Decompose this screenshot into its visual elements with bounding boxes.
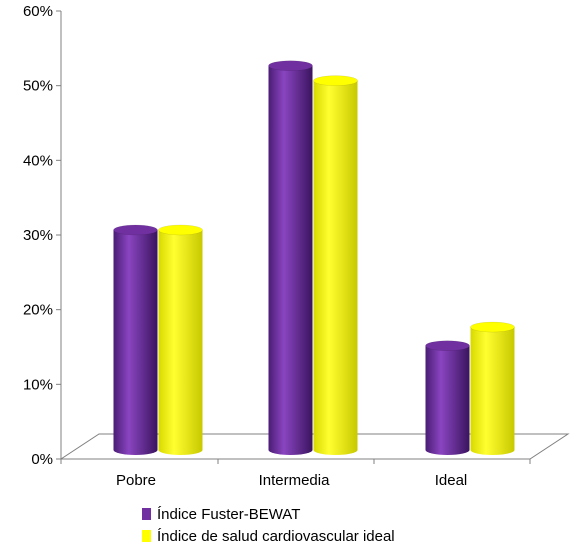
legend-item-series-0: Índice Fuster-BEWAT: [142, 503, 395, 525]
bar-top: [158, 224, 203, 236]
legend-swatch-series-0: [142, 508, 151, 520]
bar-body: [113, 229, 158, 455]
y-tick-label: 10%: [23, 376, 53, 393]
legend-label-series-1: Índice de salud cardiovascular ideal: [157, 527, 395, 545]
bar-top: [113, 224, 158, 236]
x-category-label: Ideal: [435, 472, 468, 489]
bar-body: [425, 345, 470, 455]
y-tick-label: 20%: [23, 302, 53, 319]
y-tick-label: 0%: [31, 451, 53, 468]
y-tick-label: 50%: [23, 78, 53, 95]
bar-top: [470, 321, 515, 333]
legend: Índice Fuster-BEWAT Índice de salud card…: [142, 503, 395, 547]
bars: [113, 60, 515, 456]
bar-ideal-series-0: [425, 340, 470, 455]
x-category-label: Pobre: [116, 472, 156, 489]
x-category-label: Intermedia: [259, 472, 331, 489]
bar-top: [313, 75, 358, 86]
legend-label-series-0: Índice Fuster-BEWAT: [157, 505, 301, 523]
bar-intermedia-series-1: [313, 75, 358, 456]
bar-top: [425, 340, 470, 351]
bar-ideal-series-1: [470, 321, 515, 455]
bar-pobre-series-1: [158, 224, 203, 455]
bar-top: [268, 60, 313, 71]
bar-body: [158, 229, 203, 455]
bar-body: [313, 80, 358, 456]
axis-labels: 0% 10% 20% 30% 40% 50% 60% Pobre Intermedia Ideal: [23, 3, 467, 489]
bar-body: [268, 65, 313, 455]
legend-item-series-1: Índice de salud cardiovascular ideal: [142, 525, 395, 547]
bar-body: [470, 327, 515, 455]
legend-swatch-series-1: [142, 530, 151, 542]
y-tick-label: 40%: [23, 152, 53, 169]
y-tick-label: 60%: [23, 3, 53, 20]
y-tick-label: 30%: [23, 227, 53, 244]
bar-intermedia-series-0: [268, 60, 313, 455]
bar-pobre-series-0: [113, 224, 158, 455]
